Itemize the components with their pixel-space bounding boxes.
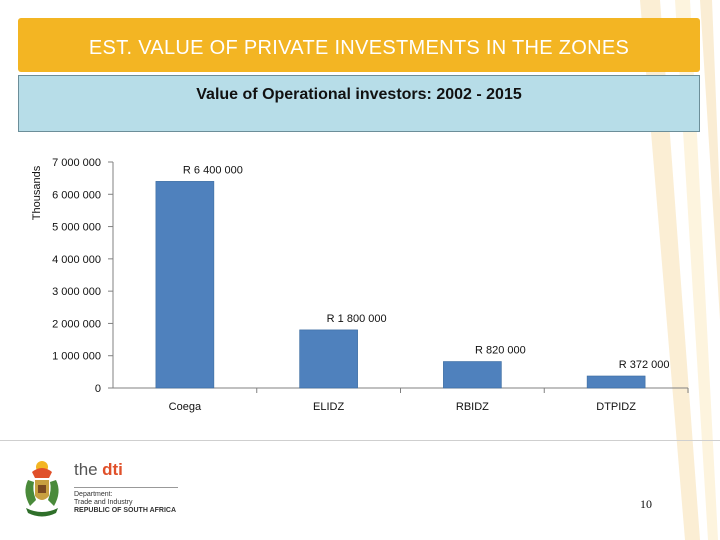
- dti-wordmark: the dti: [74, 460, 123, 479]
- y-tick-label: 4 000 000: [52, 254, 101, 266]
- y-tick-label: 3 000 000: [52, 286, 101, 298]
- bar-rbidz: [443, 361, 502, 389]
- chart-title-box: Value of Operational investors: 2002 - 2…: [18, 75, 700, 132]
- logo-line-department: Department:: [74, 491, 113, 498]
- y-tick-label: 1 000 000: [52, 351, 101, 363]
- bar-dtpidz: [586, 375, 646, 389]
- x-tick-label: RBIDZ: [456, 401, 489, 413]
- chart-axes: 0 1 000 000 2 000 000 3 000 000 4 000 000 5 0…: [31, 157, 689, 395]
- y-tick-label: 7 000 000: [52, 157, 101, 169]
- y-tick-label: 0: [95, 383, 101, 395]
- coat-of-arms-icon: [25, 461, 59, 517]
- y-axis-title: Thousands: [31, 165, 43, 220]
- dti-logo: the dti Department: Trade and Industry R…: [18, 458, 188, 520]
- footer-divider: [0, 440, 720, 441]
- bar-elidz: [299, 329, 358, 389]
- data-label: R 820 000: [475, 345, 526, 357]
- x-tick-label: ELIDZ: [313, 401, 344, 413]
- logo-line-republic: REPUBLIC OF SOUTH AFRICA: [74, 507, 177, 514]
- title-bar: EST. VALUE OF PRIVATE INVESTMENTS IN THE…: [18, 18, 700, 72]
- chart-labels: Coega R 6 400 000 ELIDZ R 1 800 000 RBIDZ R 8…: [169, 164, 670, 413]
- y-tick-label: 6 000 000: [52, 189, 101, 201]
- logo-rule: [74, 487, 178, 488]
- y-tick-label: 5 000 000: [52, 222, 101, 234]
- logo-line-trade: Trade and Industry: [74, 499, 133, 506]
- chart-bars: [155, 181, 646, 389]
- bar-coega: [155, 181, 215, 389]
- chart-title: Value of Operational investors: 2002 - 2…: [196, 86, 522, 103]
- x-tick-label: Coega: [169, 401, 202, 413]
- x-tick-label: DTPIDZ: [596, 401, 636, 413]
- page-title: EST. VALUE OF PRIVATE INVESTMENTS IN THE…: [88, 36, 630, 59]
- data-label: R 1 800 000: [327, 313, 387, 325]
- data-label: R 372 000: [619, 359, 670, 371]
- page-number: 10: [640, 497, 652, 511]
- y-tick-label: 2 000 000: [52, 318, 101, 330]
- data-label: R 6 400 000: [183, 164, 243, 176]
